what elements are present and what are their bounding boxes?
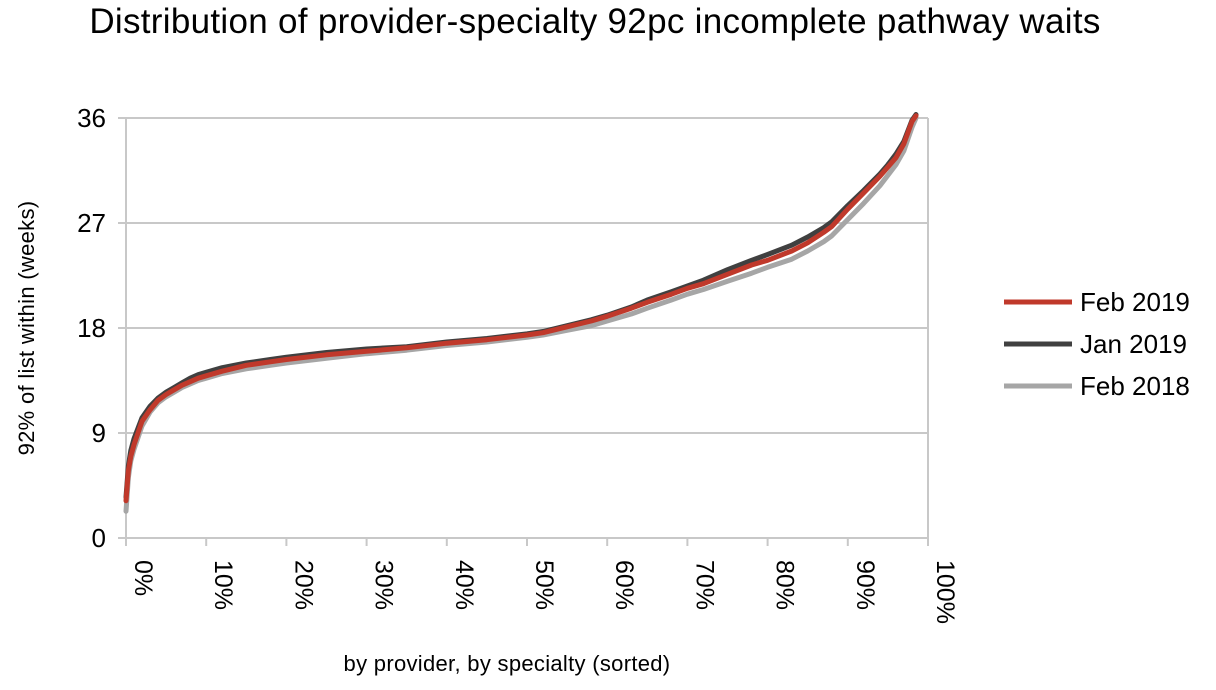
y-tick-label: 9 [92,418,106,448]
y-tick-label: 27 [77,208,106,238]
y-axis-label: 92% of list within (weeks) [14,201,39,456]
chart-title: Distribution of provider-specialty 92pc … [89,2,1101,41]
x-tick-label: 80% [771,560,799,610]
series-lines [123,112,919,514]
y-tick-label: 36 [77,103,106,133]
legend-label: Feb 2019 [1080,287,1190,317]
x-tick-label: 100% [931,560,959,624]
x-tick-label: 30% [370,560,398,610]
x-tick-label: 40% [450,560,478,610]
y-axis-ticks: 0 9 18 27 36 [77,103,106,553]
x-tick-label: 20% [289,560,317,610]
x-tick-label: 60% [610,560,638,610]
x-tick-label: 0% [129,560,157,596]
legend: Feb 2019 Jan 2019 Feb 2018 [1004,287,1190,401]
legend-label: Jan 2019 [1080,329,1187,359]
x-axis-ticks: 0% 10% 20% 30% 40% 50% 60% 70% 80% 90% 100% [125,538,959,624]
x-tick-label: 10% [209,560,237,610]
x-tick-label: 90% [851,560,879,610]
grid-lines [118,117,928,539]
series-line-feb-2019 [123,113,919,504]
y-tick-label: 0 [92,523,106,553]
x-axis-label: by provider, by specialty (sorted) [344,651,671,676]
x-tick-label: 70% [690,560,718,610]
x-tick-label: 50% [530,560,558,610]
series-line-jan-2019 [123,112,919,500]
legend-label: Feb 2018 [1080,371,1190,401]
y-tick-label: 18 [77,313,106,343]
series-line-feb-2018 [123,115,919,514]
